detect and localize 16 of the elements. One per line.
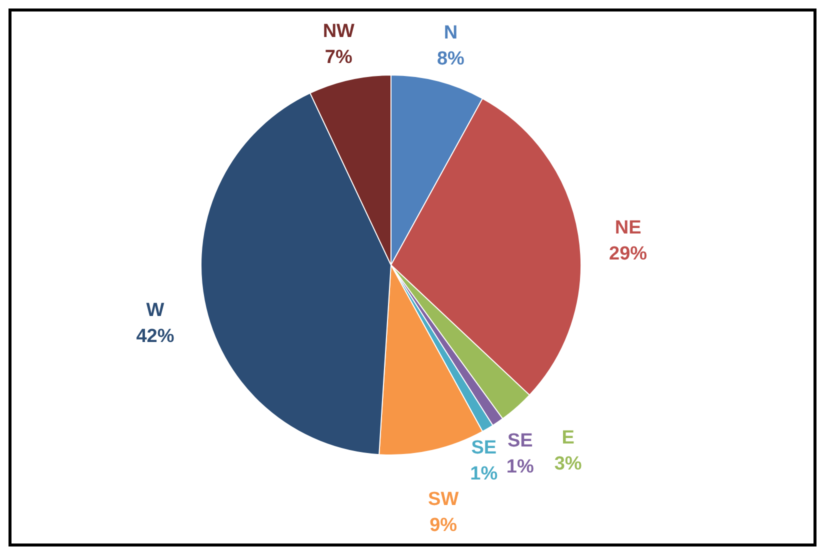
slice-label: N	[444, 22, 458, 44]
slice-label: NW	[322, 20, 355, 42]
slice-label: SE	[507, 430, 533, 452]
data-label: 42%	[136, 326, 174, 347]
data-label: 8%	[436, 48, 465, 70]
data-label: 1%	[470, 463, 498, 484]
data-label: 3%	[554, 454, 582, 475]
data-label: 29%	[609, 243, 648, 264]
slice-label: W	[146, 300, 164, 321]
slice-label: E	[562, 428, 574, 449]
slice-label: SE	[471, 437, 497, 458]
slice-label: NE	[614, 217, 642, 238]
data-label: 9%	[430, 515, 458, 536]
slice-label: SW	[428, 489, 459, 510]
data-label: 1%	[506, 456, 534, 478]
data-label: 7%	[324, 46, 352, 68]
